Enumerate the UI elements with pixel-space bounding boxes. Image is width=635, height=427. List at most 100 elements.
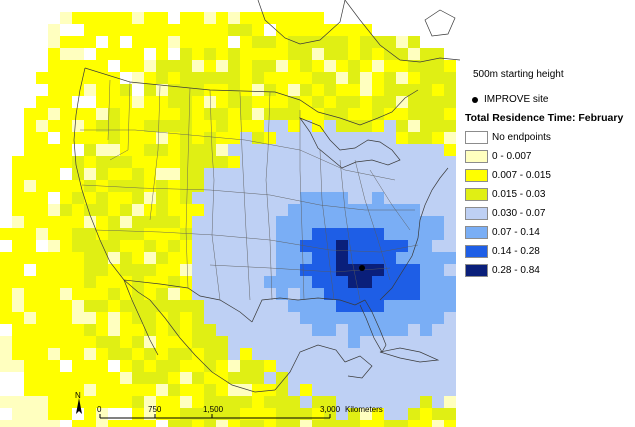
- grid-cell: [60, 288, 72, 300]
- grid-cell: [48, 396, 60, 408]
- grid-cell: [72, 348, 84, 360]
- grid-cell: [60, 156, 72, 168]
- grid-cell: [420, 276, 432, 288]
- grid-cell: [408, 144, 420, 156]
- grid-cell: [432, 132, 444, 144]
- grid-cell: [60, 252, 72, 264]
- grid-cell: [408, 396, 420, 408]
- atlantic-coast: [379, 167, 449, 301]
- grid-cell: [228, 180, 240, 192]
- grid-cell: [324, 288, 336, 300]
- grid-cell: [276, 72, 288, 84]
- grid-cell: [396, 144, 408, 156]
- grid-cell: [348, 420, 360, 427]
- grid-cell: [420, 192, 432, 204]
- grid-cell: [180, 312, 192, 324]
- grid-cell: [48, 192, 60, 204]
- grid-cell: [264, 348, 276, 360]
- grid-cell: [120, 348, 132, 360]
- grid-cell: [132, 300, 144, 312]
- grid-cell: [420, 384, 432, 396]
- grid-cell: [228, 312, 240, 324]
- grid-cell: [60, 108, 72, 120]
- grid-cell: [216, 60, 228, 72]
- grid-cell: [372, 264, 384, 276]
- grid-cell: [336, 24, 348, 36]
- florida: [359, 299, 387, 353]
- grid-cell: [360, 396, 372, 408]
- grid-cell: [444, 216, 456, 228]
- grid-cell: [216, 12, 228, 24]
- grid-cell: [276, 216, 288, 228]
- grid-cell: [432, 348, 444, 360]
- grid-cell: [288, 396, 300, 408]
- grid-cell: [108, 12, 120, 24]
- grid-cell: [96, 192, 108, 204]
- grid-cell: [372, 48, 384, 60]
- grid-cell: [336, 336, 348, 348]
- grid-cell: [396, 240, 408, 252]
- grid-cell: [396, 36, 408, 48]
- grid-cell: [408, 384, 420, 396]
- grid-cell: [228, 420, 240, 427]
- grid-cell: [216, 372, 228, 384]
- grid-cell: [384, 120, 396, 132]
- grid-cell: [132, 324, 144, 336]
- grid-cell: [180, 336, 192, 348]
- grid-cell: [120, 372, 132, 384]
- grid-cell: [252, 204, 264, 216]
- grid-cell: [420, 420, 432, 427]
- grid-cell: [240, 168, 252, 180]
- grid-cell: [360, 348, 372, 360]
- legend-label: 0.015 - 0.03: [492, 189, 546, 200]
- hudson-bay-edge: [257, 0, 346, 45]
- grid-cell: [228, 360, 240, 372]
- grid-cell: [36, 60, 48, 72]
- grid-cell: [264, 216, 276, 228]
- grid-cell: [132, 348, 144, 360]
- grid-cell: [372, 384, 384, 396]
- grid-cell: [348, 156, 360, 168]
- grid-cell: [264, 288, 276, 300]
- grid-cell: [348, 276, 360, 288]
- site-dot-icon: [472, 96, 478, 103]
- state-lines: [80, 79, 419, 301]
- grid-cell: [312, 300, 324, 312]
- grid-cell: [228, 372, 240, 384]
- grid-cell: [24, 168, 36, 180]
- grid-cell: [348, 120, 360, 132]
- grid-cell: [168, 384, 180, 396]
- grid-cell: [180, 420, 192, 427]
- grid-cell: [204, 60, 216, 72]
- grid-cell: [432, 324, 444, 336]
- grid-cell: [24, 228, 36, 240]
- grid-cell: [432, 240, 444, 252]
- grid-cell: [264, 324, 276, 336]
- legend-swatch: [465, 188, 488, 201]
- grid-cell: [132, 408, 144, 420]
- grid-cell: [276, 228, 288, 240]
- grid-cell: [108, 72, 120, 84]
- grid-cell: [228, 252, 240, 264]
- grid-cell: [132, 264, 144, 276]
- grid-cell: [432, 252, 444, 264]
- grid-cell: [300, 108, 312, 120]
- grid-cell: [264, 144, 276, 156]
- grid-cell: [12, 156, 24, 168]
- grid-cell: [0, 348, 12, 360]
- grid-cell: [168, 336, 180, 348]
- grid-cell: [324, 252, 336, 264]
- grid-cell: [408, 72, 420, 84]
- grid-cell: [228, 60, 240, 72]
- grid-cell: [396, 216, 408, 228]
- grid-cell: [180, 144, 192, 156]
- grid-cell: [60, 312, 72, 324]
- grid-cell: [84, 420, 96, 427]
- grid-cell: [36, 84, 48, 96]
- grid-cell: [432, 216, 444, 228]
- grid-cell: [240, 72, 252, 84]
- grid-cell: [96, 288, 108, 300]
- grid-cell: [108, 144, 120, 156]
- grid-cell: [360, 84, 372, 96]
- grid-cell: [240, 288, 252, 300]
